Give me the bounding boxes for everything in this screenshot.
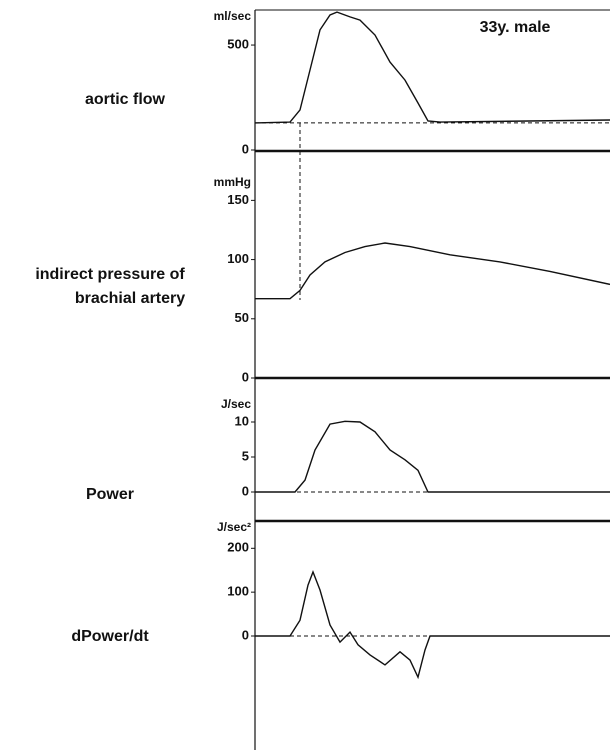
y-axis-unit: J/sec: [221, 397, 251, 411]
trace: [255, 242, 610, 300]
y-tick-label: 150: [227, 192, 249, 207]
y-axis-unit: ml/sec: [214, 9, 252, 23]
trace: [255, 420, 610, 493]
y-tick-label: 0: [242, 141, 249, 156]
y-tick-label: 10: [235, 413, 249, 428]
y-tick-label: 0: [242, 483, 249, 498]
y-tick-label: 0: [242, 369, 249, 384]
y-tick-label: 5: [242, 448, 249, 463]
panel-label: aortic flow: [85, 91, 166, 108]
y-tick-label: 0: [242, 627, 249, 642]
trace: [255, 570, 610, 680]
panel-label: indirect pressure of: [35, 266, 185, 283]
panel-label: dPower/dt: [71, 628, 149, 645]
trace: [254, 11, 610, 124]
y-tick-label: 200: [227, 540, 249, 555]
annotation: 33y. male: [480, 19, 551, 36]
y-axis-unit: J/sec²: [217, 520, 251, 534]
y-tick-label: 100: [227, 251, 249, 266]
panel-label: Power: [86, 486, 134, 503]
y-tick-label: 500: [227, 36, 249, 51]
panel-label: brachial artery: [75, 290, 185, 307]
y-tick-label: 50: [235, 310, 249, 325]
y-axis-unit: mmHg: [214, 175, 251, 189]
y-tick-label: 100: [227, 584, 249, 599]
